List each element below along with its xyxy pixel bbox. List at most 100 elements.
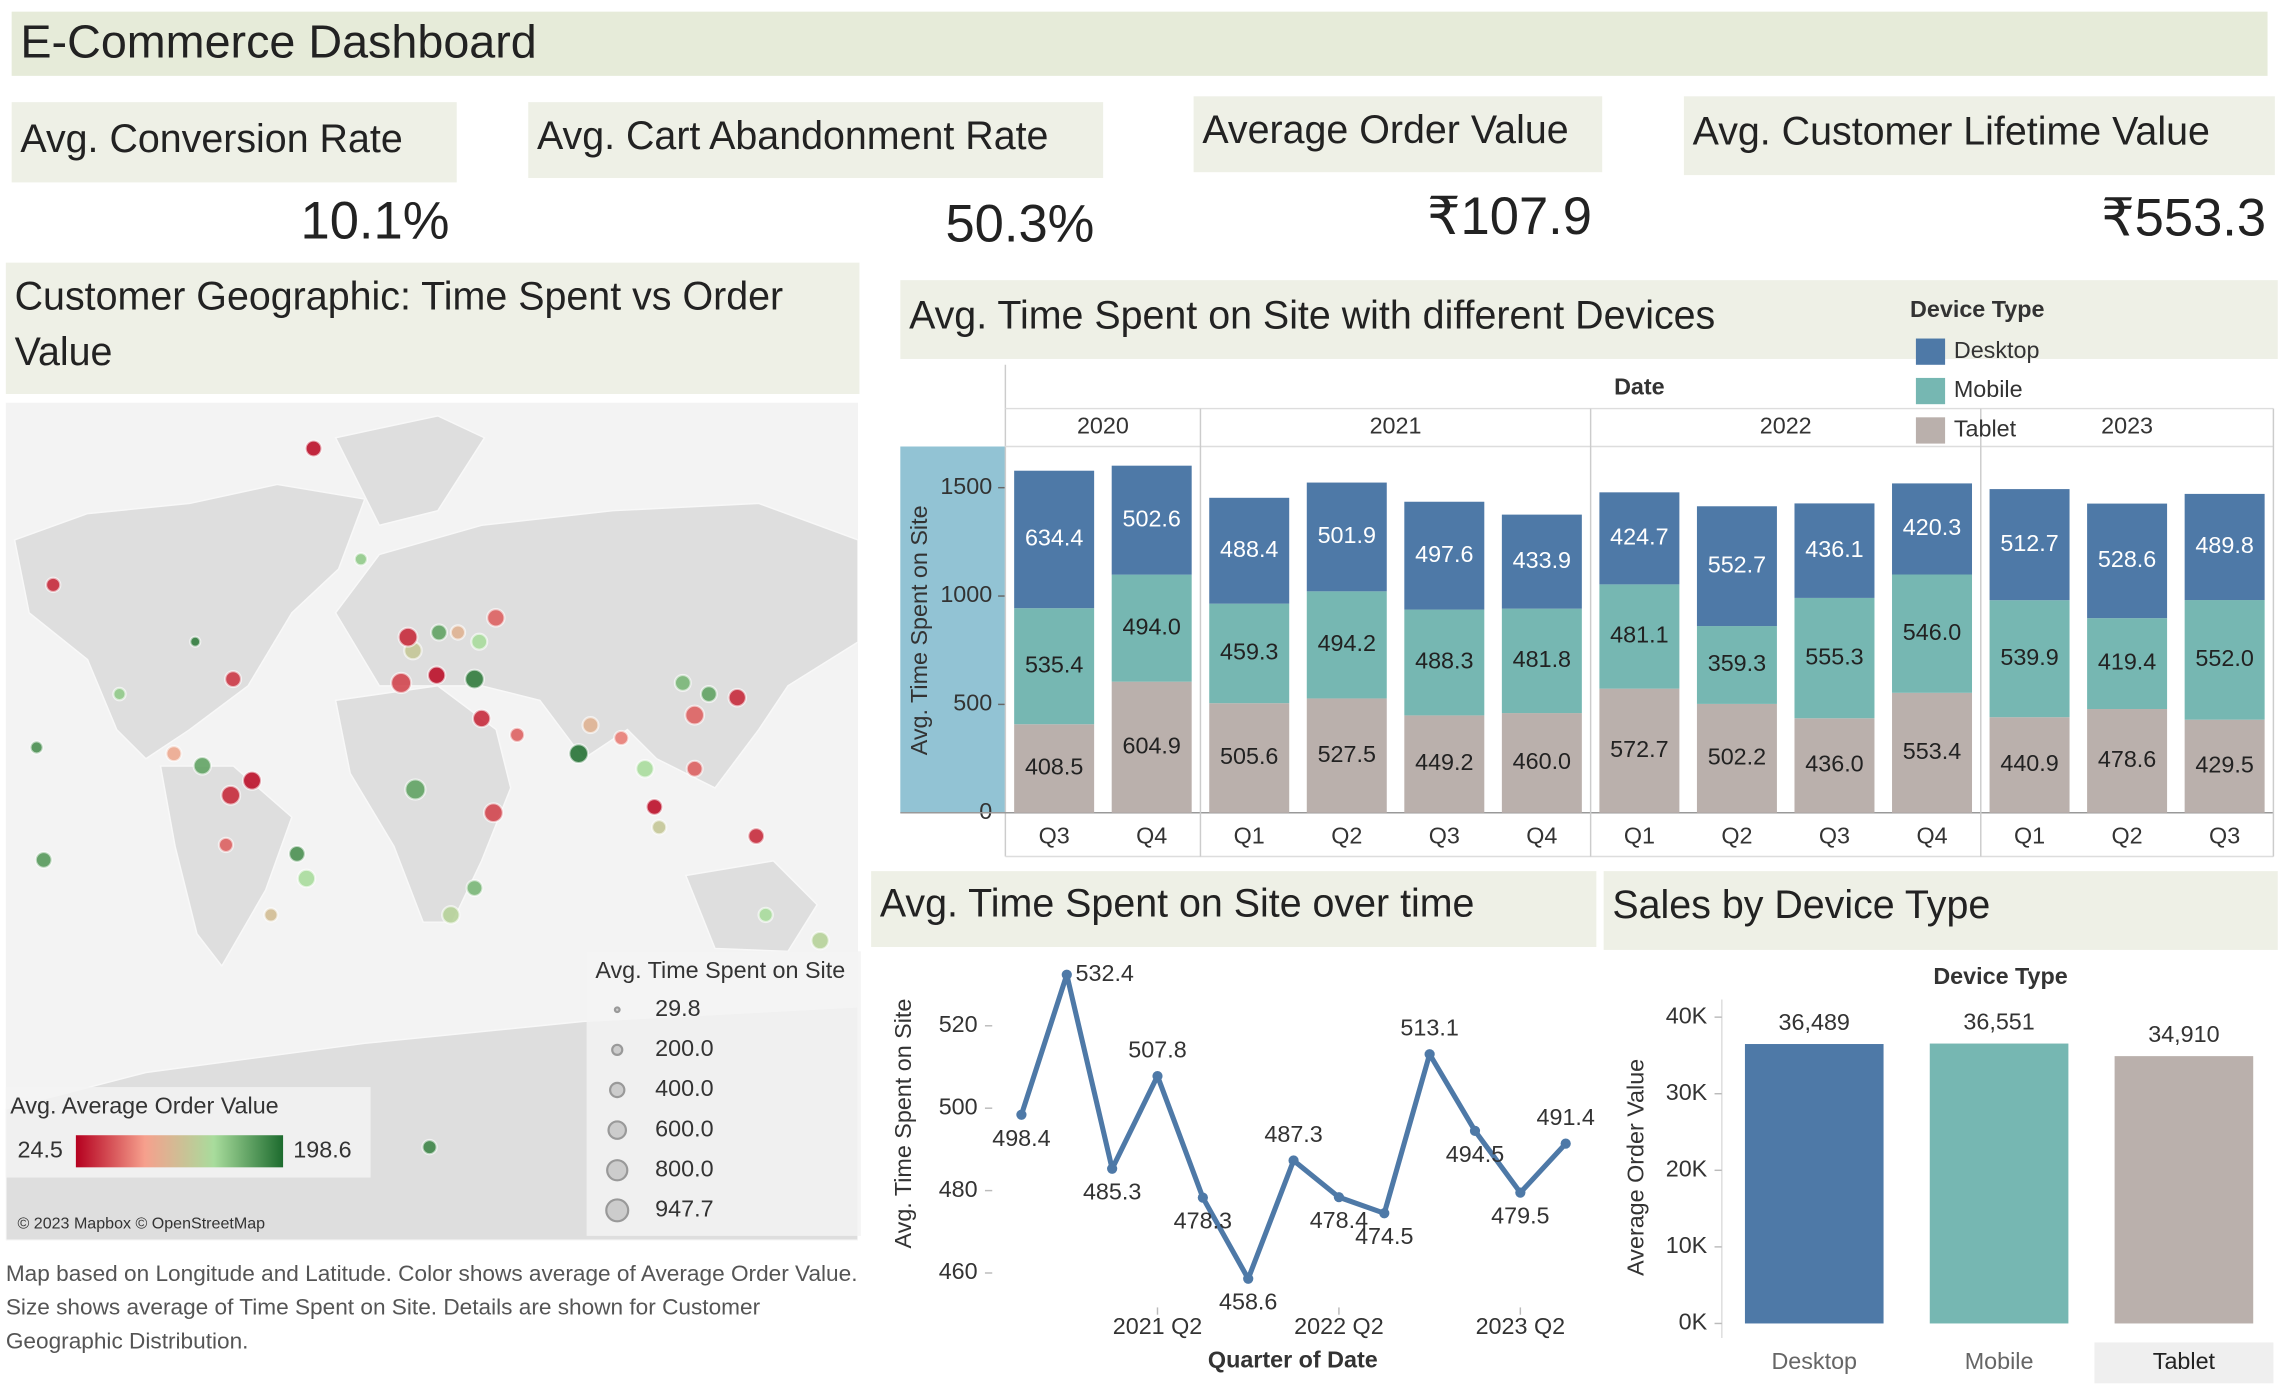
color-legend-max: 198.6	[293, 1136, 351, 1162]
map-point	[471, 708, 492, 729]
data-label: 527.5	[1318, 741, 1376, 767]
x-tick-label: Q4	[1526, 823, 1557, 849]
dashboard-title: E-Commerce Dashboard	[20, 16, 536, 68]
map-point	[29, 740, 44, 755]
data-label: 546.0	[1903, 619, 1961, 645]
bar-segment	[1306, 591, 1387, 699]
size-legend-title: Avg. Time Spent on Site	[595, 957, 845, 983]
map-point	[404, 778, 427, 801]
y-tick-label: 1500	[940, 473, 992, 499]
size-legend-swatch	[613, 1006, 621, 1014]
line-point	[1107, 1163, 1118, 1174]
data-label: 424.7	[1610, 524, 1668, 550]
data-label: 34,910	[2148, 1021, 2219, 1047]
panel-title-band	[5, 262, 860, 394]
map-title: Customer Geographic: Time Spent vs Order…	[14, 274, 784, 374]
data-label: 487.3	[1264, 1121, 1322, 1147]
bar-segment	[1794, 597, 1875, 719]
map-point	[449, 624, 467, 641]
map-point	[684, 704, 706, 726]
map-point	[568, 743, 590, 765]
x-tick-label: Desktop	[1771, 1348, 1857, 1374]
map-point	[397, 626, 419, 648]
bar-segment	[1209, 603, 1290, 704]
data-label: 572.7	[1610, 736, 1668, 762]
legend-swatch	[1915, 377, 1946, 405]
line-point	[1061, 969, 1072, 980]
group-label: 2022	[1760, 413, 1812, 439]
y-axis-band	[900, 446, 1006, 813]
bar-segment	[1599, 688, 1680, 813]
legend-label: Tablet	[1954, 416, 2017, 442]
map-point	[685, 759, 704, 778]
x-tick-label: 2021 Q2	[1113, 1313, 1203, 1339]
y-tick-label: 0	[979, 798, 992, 824]
map-point	[224, 670, 243, 689]
data-label: 485.3	[1083, 1179, 1141, 1205]
bar-segment	[1501, 514, 1582, 609]
map-point	[470, 632, 489, 651]
line-point	[1016, 1109, 1027, 1120]
map-point	[296, 868, 317, 889]
map-point	[757, 906, 774, 924]
panel-title-band	[871, 871, 1597, 947]
bar-segment	[2184, 600, 2265, 720]
data-label: 478.6	[2098, 746, 2156, 772]
y-tick-label: 20K	[1666, 1155, 1708, 1181]
line-point	[1288, 1155, 1299, 1166]
data-label: 458.6	[1219, 1289, 1277, 1315]
x-tick-label: Q1	[1624, 823, 1655, 849]
size-legend-swatch	[605, 1198, 630, 1223]
data-label: 474.5	[1355, 1223, 1413, 1249]
data-label: 491.4	[1537, 1104, 1595, 1130]
line-point	[1560, 1138, 1571, 1149]
bar-segment	[1794, 718, 1875, 813]
map-point	[421, 1138, 438, 1156]
map-point	[426, 665, 447, 686]
bar	[2114, 1056, 2254, 1324]
bar-segment	[1989, 600, 2070, 718]
map-point	[635, 758, 655, 779]
data-label: 36,489	[1779, 1009, 1850, 1035]
data-label: 507.8	[1128, 1036, 1186, 1062]
size-legend-label: 29.8	[655, 995, 700, 1021]
data-label: 604.9	[1122, 732, 1180, 758]
y-tick-label: 40K	[1666, 1002, 1708, 1028]
data-label: 429.5	[2195, 751, 2253, 777]
data-label: 478.4	[1310, 1207, 1368, 1233]
map-point	[810, 930, 830, 951]
data-label: 553.4	[1903, 738, 1961, 764]
bar-segment	[2184, 493, 2265, 601]
map-point	[727, 687, 748, 708]
line-point	[1333, 1192, 1345, 1203]
data-label: 478.3	[1174, 1208, 1232, 1234]
map-points	[29, 439, 830, 1156]
y-tick-label: 30K	[1666, 1079, 1708, 1105]
data-label: 535.4	[1025, 651, 1083, 677]
y-tick-label: 0K	[1679, 1309, 1708, 1335]
map-point	[389, 671, 413, 695]
data-label: 552.7	[1708, 551, 1766, 577]
kpi-label-band	[528, 102, 1104, 179]
y-axis-label: Avg. Time Spent on Site	[890, 999, 916, 1249]
bar-segment	[1696, 703, 1777, 813]
color-legend-title: Avg. Average Order Value	[10, 1093, 278, 1119]
size-legend-label: 800.0	[655, 1155, 713, 1181]
x-tick-label: Mobile	[1965, 1348, 2034, 1374]
map-point	[699, 685, 718, 704]
map-point	[429, 623, 449, 642]
line-point	[1197, 1192, 1208, 1203]
data-label: 494.2	[1318, 630, 1376, 656]
data-label: 488.3	[1415, 648, 1473, 674]
legend-label: Mobile	[1954, 376, 2023, 402]
column-header: Device Type	[1933, 963, 2067, 989]
line-point	[1379, 1208, 1390, 1219]
bar-segment	[2087, 503, 2168, 619]
data-label: 479.5	[1491, 1203, 1549, 1229]
bar-segment	[1501, 608, 1582, 714]
line-point	[1424, 1049, 1435, 1060]
bar-segment	[1404, 609, 1485, 716]
bar-segment	[1209, 703, 1290, 813]
bar-segment	[1111, 574, 1192, 682]
